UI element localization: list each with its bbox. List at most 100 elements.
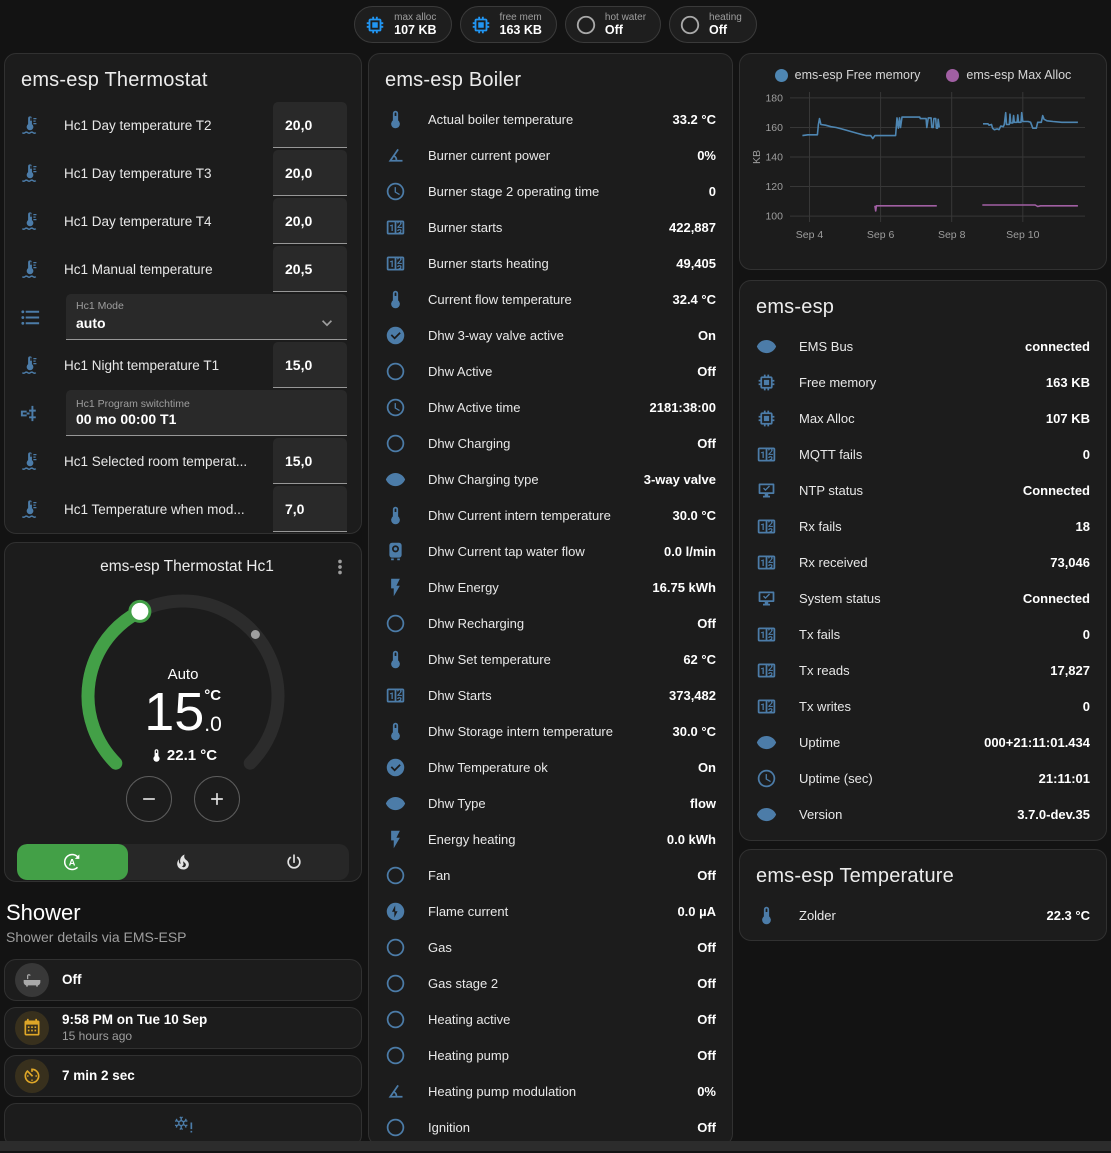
select-input[interactable]: Hc1 Mode auto xyxy=(66,294,347,340)
entity-row[interactable]: Hc1 Program switchtime 00 mo 00:00 T1 Hc… xyxy=(5,389,361,437)
entity-row[interactable]: Actual boiler temperature 33.2 °C xyxy=(369,101,732,137)
entity-row[interactable]: System status Connected xyxy=(740,580,1106,616)
entity-value: 373,482 xyxy=(669,688,716,703)
entity-row[interactable]: Tx writes 0 xyxy=(740,688,1106,724)
entity-row[interactable]: Dhw Active time 2181:38:00 xyxy=(369,389,732,425)
status-badge[interactable]: max alloc 107 KB xyxy=(354,6,451,43)
circle-outline-icon xyxy=(385,1117,406,1138)
entity-row[interactable]: Hc1 Selected room temperat... 15,0 Hc1 S… xyxy=(5,437,361,485)
entity-row[interactable]: Burner stage 2 operating time 0 xyxy=(369,173,732,209)
entity-row[interactable]: NTP status Connected xyxy=(740,472,1106,508)
number-input[interactable]: 20,0 xyxy=(273,102,347,148)
thermometer-water-icon xyxy=(19,354,42,377)
entity-row[interactable]: Dhw Temperature ok On xyxy=(369,749,732,785)
hvac-mode-button[interactable]: A xyxy=(17,844,128,880)
legend-item[interactable]: ems-esp Max Alloc xyxy=(946,68,1071,82)
select-input[interactable]: Hc1 Program switchtime 00 mo 00:00 T1 xyxy=(66,390,347,436)
thermometer-water-icon xyxy=(19,498,42,521)
entity-row[interactable]: Dhw Set temperature 62 °C xyxy=(369,641,732,677)
entity-row[interactable]: Flame current 0.0 µA xyxy=(369,893,732,929)
shower-tile[interactable]: Off xyxy=(4,959,362,1001)
entity-row[interactable]: Free memory 163 KB xyxy=(740,364,1106,400)
entity-row[interactable]: Ignition Off xyxy=(369,1109,732,1145)
hvac-mode-button[interactable] xyxy=(128,844,239,880)
entity-row[interactable]: Uptime (sec) 21:11:01 xyxy=(740,760,1106,796)
entity-row[interactable]: Dhw Current intern temperature 30.0 °C xyxy=(369,497,732,533)
entity-row[interactable]: Heating active Off xyxy=(369,1001,732,1037)
entity-value: 18 xyxy=(1076,519,1090,534)
entity-row[interactable]: MQTT fails 0 xyxy=(740,436,1106,472)
entity-row[interactable]: Hc1 Manual temperature 20,5 Hc1 Manual t… xyxy=(5,245,361,293)
entity-label: Dhw Recharging xyxy=(428,616,524,631)
entity-row[interactable]: Dhw Storage intern temperature 30.0 °C xyxy=(369,713,732,749)
entity-value: 3.7.0-dev.35 xyxy=(1017,807,1090,822)
entity-row[interactable]: Hc1 Temperature when mod... 7,0 Hc1 Temp… xyxy=(5,485,361,533)
clock-icon xyxy=(385,181,406,202)
increase-temperature-button[interactable] xyxy=(194,776,240,822)
number-input[interactable]: 15,0 xyxy=(273,342,347,388)
entity-row[interactable]: Dhw Energy 16.75 kWh xyxy=(369,569,732,605)
entity-value: Connected xyxy=(1023,591,1090,606)
status-badge[interactable]: free mem 163 KB xyxy=(460,6,557,43)
number-input[interactable]: 20,0 xyxy=(273,150,347,196)
entity-row[interactable]: Dhw Charging type 3-way valve xyxy=(369,461,732,497)
entity-row[interactable]: Burner current power 0% xyxy=(369,137,732,173)
chip-icon xyxy=(756,372,777,393)
entity-label: Gas stage 2 xyxy=(428,976,498,991)
number-input[interactable]: 20,5 xyxy=(273,246,347,292)
entity-row[interactable]: Fan Off xyxy=(369,857,732,893)
hvac-mode-button[interactable] xyxy=(238,844,349,880)
entity-row[interactable]: Hc1 Mode auto Hc1 Mode auto xyxy=(5,293,361,341)
entity-row[interactable]: Dhw Charging Off xyxy=(369,425,732,461)
entity-row[interactable]: Dhw Active Off xyxy=(369,353,732,389)
entity-row[interactable]: EMS Bus connected xyxy=(740,328,1106,364)
entity-row[interactable]: Heating pump modulation 0% xyxy=(369,1073,732,1109)
entity-row[interactable]: Burner starts 422,887 xyxy=(369,209,732,245)
entity-row[interactable]: Rx received 73,046 xyxy=(740,544,1106,580)
status-badge[interactable]: hot water Off xyxy=(565,6,661,43)
status-badge[interactable]: heating Off xyxy=(669,6,757,43)
entity-value: 22.3 °C xyxy=(1046,908,1090,923)
entity-row[interactable]: Energy heating 0.0 kWh xyxy=(369,821,732,857)
entity-row[interactable]: Hc1 Day temperature T2 20,0 Hc1 Day temp… xyxy=(5,101,361,149)
entity-row[interactable]: Tx fails 0 xyxy=(740,616,1106,652)
entity-value: 422,887 xyxy=(669,220,716,235)
entity-row[interactable]: Gas stage 2 Off xyxy=(369,965,732,1001)
number-input[interactable]: 20,0 xyxy=(273,198,347,244)
entity-row[interactable]: Hc1 Day temperature T4 20,0 Hc1 Day temp… xyxy=(5,197,361,245)
entity-row[interactable]: Heating pump Off xyxy=(369,1037,732,1073)
entity-row[interactable]: Zolder 22.3 °C xyxy=(740,897,1106,933)
svg-text:140: 140 xyxy=(765,152,783,164)
tile-primary-text: Off xyxy=(62,972,82,989)
more-options-button[interactable] xyxy=(329,556,351,578)
number-input[interactable]: 15,0 xyxy=(273,438,347,484)
entity-row[interactable]: Rx fails 18 xyxy=(740,508,1106,544)
entity-row[interactable]: Version 3.7.0-dev.35 xyxy=(740,796,1106,832)
entity-row[interactable]: Tx reads 17,827 xyxy=(740,652,1106,688)
entity-row[interactable]: Gas Off xyxy=(369,929,732,965)
entity-row[interactable]: Dhw Type flow xyxy=(369,785,732,821)
thermostat-dial[interactable]: Auto 15 °C .0 22.1 °C xyxy=(5,580,361,836)
field-value: auto xyxy=(76,315,317,331)
decrease-temperature-button[interactable] xyxy=(126,776,172,822)
clock-icon xyxy=(385,397,406,418)
entity-row[interactable]: Max Alloc 107 KB xyxy=(740,400,1106,436)
field-label: Hc1 Mode xyxy=(76,300,337,312)
legend-item[interactable]: ems-esp Free memory xyxy=(775,68,921,82)
thermometer-water-icon xyxy=(19,162,42,185)
shower-tile[interactable]: 9:58 PM on Tue 10 Sep 15 hours ago xyxy=(4,1007,362,1049)
entity-label: Ignition xyxy=(428,1120,470,1135)
badge-value: 163 KB xyxy=(500,23,542,37)
entity-row[interactable]: Dhw Starts 373,482 xyxy=(369,677,732,713)
entity-row[interactable]: Current flow temperature 32.4 °C xyxy=(369,281,732,317)
entity-row[interactable]: Dhw Recharging Off xyxy=(369,605,732,641)
number-input[interactable]: 7,0 xyxy=(273,486,347,532)
shower-tile[interactable]: 7 min 2 sec xyxy=(4,1055,362,1097)
entity-row[interactable]: Uptime 000+21:11:01.434 xyxy=(740,724,1106,760)
entity-row[interactable]: Hc1 Day temperature T3 20,0 Hc1 Day temp… xyxy=(5,149,361,197)
entity-row[interactable]: Burner starts heating 49,405 xyxy=(369,245,732,281)
entity-row[interactable]: Dhw 3-way valve active On xyxy=(369,317,732,353)
entity-row[interactable]: Dhw Current tap water flow 0.0 l/min xyxy=(369,533,732,569)
entity-row[interactable]: Hc1 Night temperature T1 15,0 Hc1 Night … xyxy=(5,341,361,389)
